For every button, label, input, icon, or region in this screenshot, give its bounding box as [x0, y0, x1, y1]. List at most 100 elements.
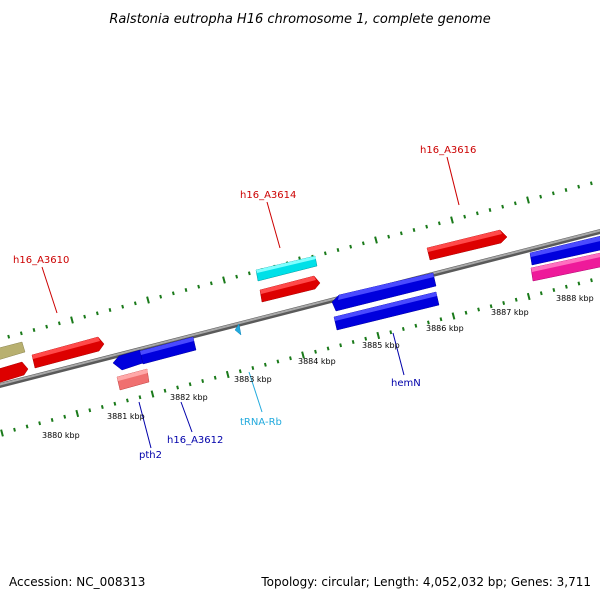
scale-label: 3885 kbp	[362, 341, 400, 350]
gene-label-h16-a3610[interactable]: h16_A3610	[13, 255, 69, 266]
minor-tick	[289, 356, 292, 361]
gene-arrow-h16-a3614-red[interactable]	[259, 275, 321, 303]
trna-rb-marker[interactable]	[234, 323, 242, 336]
scale-label: 3887 kbp	[491, 308, 529, 317]
minor-tick	[351, 340, 355, 344]
minor-tick	[276, 359, 280, 364]
minor-tick	[489, 304, 493, 309]
gene-arrow-hemn-lower[interactable]	[333, 291, 440, 331]
major-tick	[75, 409, 80, 418]
minor-tick	[100, 405, 104, 409]
minor-tick	[209, 281, 213, 286]
minor-tick	[323, 251, 327, 256]
minor-tick	[577, 184, 581, 189]
major-tick	[526, 292, 531, 301]
minor-tick	[138, 395, 142, 400]
gene-arrow-olive[interactable]	[0, 341, 26, 360]
major-tick	[150, 390, 155, 398]
minor-tick	[361, 241, 365, 246]
gene-label-h16-a3614[interactable]: h16_A3614	[240, 190, 296, 201]
scale-label: 3880 kbp	[42, 431, 80, 440]
minor-tick	[488, 208, 492, 212]
minor-tick	[401, 327, 405, 331]
gene-arrow-h16-a3616[interactable]	[426, 229, 508, 261]
minor-tick	[251, 366, 255, 370]
minor-tick	[336, 248, 340, 252]
minor-tick	[235, 274, 239, 279]
minor-tick	[32, 328, 36, 332]
minor-tick	[464, 310, 468, 315]
accession-text: Accession: NC_008313	[9, 575, 145, 589]
minor-tick	[564, 284, 568, 289]
scale-label: 3881 kbp	[107, 412, 145, 421]
minor-tick	[590, 278, 593, 283]
gene-arrow-right-magenta[interactable]	[530, 252, 600, 282]
minor-tick	[425, 224, 429, 229]
gene-label-h16-a3612[interactable]: h16_A3612	[167, 435, 223, 446]
gene-label-pth2[interactable]: pth2	[139, 450, 162, 461]
minor-tick	[501, 204, 505, 209]
minor-tick	[25, 424, 29, 429]
minor-tick	[133, 301, 137, 306]
gene-arrow-right-blue[interactable]	[529, 235, 600, 266]
minor-tick	[171, 291, 175, 296]
gene-arrow-left-red[interactable]	[0, 361, 29, 383]
minor-tick	[463, 214, 467, 219]
minor-tick	[589, 181, 593, 186]
minor-tick	[399, 231, 403, 236]
minor-tick	[427, 320, 430, 325]
minor-tick	[184, 288, 188, 292]
minor-tick	[513, 201, 517, 206]
minor-tick	[238, 369, 242, 374]
minor-tick	[13, 427, 16, 432]
minor-tick	[577, 281, 581, 286]
minor-tick	[95, 311, 99, 316]
minor-tick	[83, 314, 87, 319]
minor-tick	[539, 194, 543, 199]
minor-tick	[439, 317, 443, 322]
minor-tick	[247, 271, 251, 276]
genome-backbone	[0, 228, 600, 389]
minor-tick	[389, 330, 393, 335]
gene-label-hemn[interactable]: hemN	[391, 378, 421, 389]
minor-tick	[213, 375, 217, 380]
minor-tick	[19, 331, 23, 336]
inner-tick-track	[0, 278, 593, 437]
gene-arrow-h16-a3610[interactable]	[31, 336, 105, 369]
gene-label-h16-a3616[interactable]: h16_A3616	[420, 145, 476, 156]
minor-tick	[176, 385, 179, 390]
minor-tick	[326, 346, 330, 351]
gene-label-trna-rb[interactable]: tRNA-Rb	[240, 417, 282, 428]
scale-labels: 3880 kbp 3881 kbp 3882 kbp 3883 kbp 3884…	[42, 294, 594, 440]
minor-tick	[552, 288, 556, 292]
minor-tick	[88, 408, 92, 413]
label-leader-lines	[41, 156, 460, 449]
major-tick	[374, 236, 378, 244]
minor-tick	[475, 211, 479, 216]
gene-arrow-h16-a3612[interactable]	[139, 336, 197, 365]
minor-tick	[551, 191, 555, 196]
minor-tick	[201, 379, 205, 383]
minor-tick	[387, 234, 391, 239]
gene-arrow-h16-a3614-cyan[interactable]	[255, 255, 318, 282]
minor-tick	[188, 382, 192, 387]
minor-tick	[108, 308, 112, 312]
minor-tick	[339, 343, 343, 348]
minor-tick	[477, 307, 480, 312]
major-tick	[0, 429, 4, 437]
minor-tick	[414, 323, 418, 328]
gene-arrow-hemn-upper[interactable]	[331, 272, 437, 312]
major-tick	[70, 316, 74, 324]
minor-tick	[50, 418, 54, 422]
major-tick	[376, 331, 381, 340]
minor-tick	[263, 362, 267, 367]
major-tick	[146, 296, 150, 304]
minor-tick	[57, 321, 61, 326]
gene-arrow-pink[interactable]	[116, 368, 150, 391]
major-tick	[225, 370, 230, 379]
minor-tick	[63, 414, 67, 419]
minor-tick	[159, 294, 163, 299]
minor-tick	[349, 244, 353, 249]
minor-tick	[7, 334, 11, 339]
